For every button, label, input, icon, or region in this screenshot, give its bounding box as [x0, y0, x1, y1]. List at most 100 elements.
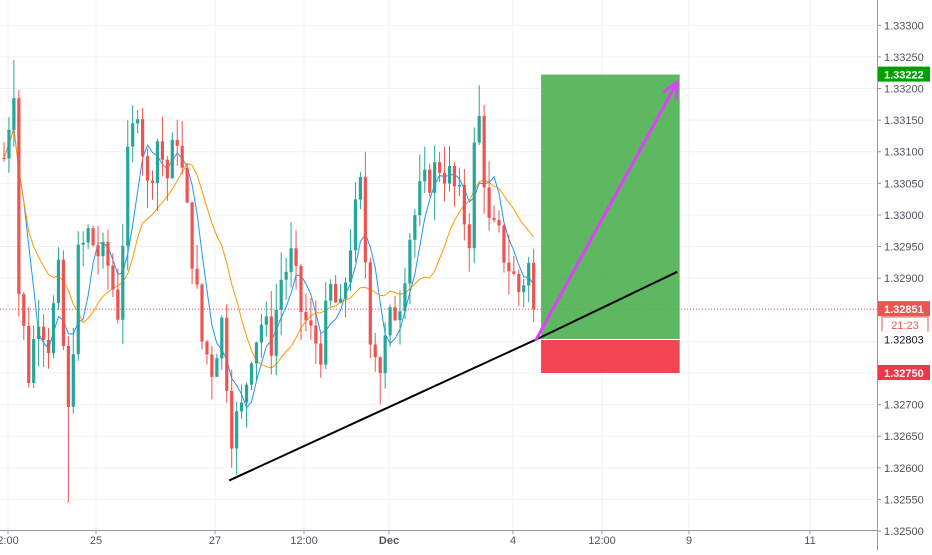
candle-body — [378, 357, 382, 374]
candle-body — [86, 228, 90, 243]
candle-body — [388, 307, 392, 336]
price-tag-box — [878, 331, 930, 347]
candle-body — [249, 363, 254, 385]
candle — [339, 284, 343, 304]
candle-body — [502, 225, 506, 263]
price-tag: 1.32750 — [878, 364, 930, 380]
candle-body — [452, 166, 457, 187]
candle-body — [492, 217, 496, 221]
arrow-head[interactable] — [662, 80, 679, 100]
candle-body — [482, 115, 486, 188]
candle — [462, 168, 466, 241]
candle-body — [141, 119, 145, 157]
candle-body — [413, 215, 417, 240]
candle-body — [7, 129, 11, 159]
candle-body — [358, 177, 362, 200]
candle-body — [442, 172, 447, 184]
candle — [106, 229, 110, 290]
candle-body — [205, 341, 209, 355]
candle — [240, 384, 244, 419]
candle — [225, 304, 229, 403]
candle — [141, 108, 145, 176]
candle-body — [269, 316, 273, 356]
candle-body — [254, 342, 259, 364]
candle-body — [398, 311, 402, 321]
candle — [165, 156, 169, 201]
candle-body — [339, 298, 343, 303]
candle — [254, 341, 259, 381]
y-tick-label: 1.32600 — [884, 463, 924, 475]
candle-body — [66, 345, 70, 407]
x-tick-label: 12:00 — [588, 535, 616, 547]
arrow-line[interactable] — [534, 80, 679, 341]
candle — [343, 277, 348, 318]
candle — [170, 132, 174, 179]
candle — [438, 152, 442, 182]
price-tag: 1.32803 — [878, 331, 930, 347]
candle-body — [111, 265, 115, 290]
grid-lines — [0, 0, 877, 532]
countdown-label: 21:23 — [891, 320, 919, 332]
candle — [116, 268, 120, 324]
candle-body — [121, 245, 125, 320]
candle-body — [240, 402, 244, 412]
candle-body — [512, 271, 516, 274]
candle — [383, 322, 387, 389]
candle-body — [101, 241, 105, 257]
candle — [378, 356, 382, 405]
trendline[interactable] — [228, 270, 678, 482]
candle — [131, 105, 135, 163]
candle-body — [131, 123, 135, 147]
candle-body — [403, 283, 407, 312]
time-axis[interactable] — [0, 530, 877, 550]
candle-body — [279, 279, 283, 310]
candle-body — [393, 307, 397, 321]
candle — [81, 231, 85, 267]
candle-body — [472, 142, 476, 249]
price-axis[interactable] — [877, 0, 932, 550]
candle-body — [373, 344, 377, 358]
candle-body — [447, 166, 452, 184]
candle-body — [438, 162, 442, 173]
candle — [477, 85, 481, 145]
price-tag-box — [878, 364, 930, 380]
candle — [279, 252, 283, 336]
candle-body — [235, 411, 239, 449]
x-tick-label: Dec — [379, 535, 399, 547]
candle — [155, 138, 160, 212]
candle — [150, 170, 155, 200]
y-tick-label: 1.33250 — [884, 52, 924, 64]
drawings[interactable] — [228, 80, 679, 482]
candle — [324, 281, 328, 370]
candle — [522, 278, 526, 308]
candle-body — [32, 339, 36, 384]
candle — [403, 268, 407, 320]
candle-body — [418, 181, 422, 216]
candle — [126, 120, 130, 271]
y-tick-label: 1.33200 — [884, 84, 924, 96]
candle — [348, 229, 353, 292]
candle — [393, 296, 397, 322]
candle-body — [522, 285, 526, 293]
candle — [358, 172, 362, 210]
y-tick-label: 1.33300 — [884, 20, 924, 32]
candle-body — [37, 326, 41, 340]
y-tick-label: 1.33000 — [884, 210, 924, 222]
candle — [294, 230, 298, 290]
candle — [12, 60, 16, 147]
candle — [71, 327, 75, 414]
candle-body — [457, 184, 461, 187]
candle-body — [507, 262, 511, 272]
candle-body — [190, 202, 194, 269]
x-tick-label: 12:00 — [290, 535, 318, 547]
candle-body — [348, 250, 353, 283]
candle-body — [309, 320, 313, 326]
price-tag-label: 1.32750 — [884, 368, 924, 380]
candle-body — [527, 262, 531, 286]
candle-body — [106, 241, 110, 266]
stop-loss-zone[interactable] — [541, 339, 680, 373]
y-tick-label: 1.33150 — [884, 115, 924, 127]
